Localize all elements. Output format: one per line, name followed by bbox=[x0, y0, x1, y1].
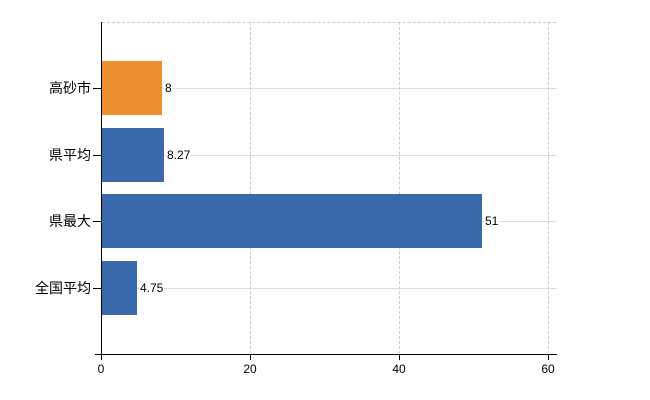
bar-value-label: 51 bbox=[484, 213, 500, 229]
gridline-vertical bbox=[548, 22, 549, 354]
bar bbox=[102, 61, 162, 115]
x-axis-tick bbox=[101, 355, 102, 360]
x-axis-tick bbox=[548, 355, 549, 360]
bar bbox=[102, 194, 482, 248]
category-label: 県最大 bbox=[49, 213, 91, 229]
x-tick-label: 20 bbox=[243, 362, 257, 376]
bar-value-label: 8.27 bbox=[166, 147, 192, 163]
y-axis-tick bbox=[93, 88, 101, 89]
y-axis-tick bbox=[93, 155, 101, 156]
y-axis-tick bbox=[93, 288, 101, 289]
category-label: 高砂市 bbox=[49, 80, 91, 96]
y-axis-tick bbox=[93, 221, 101, 222]
gridline-horizontal bbox=[102, 155, 556, 156]
bar bbox=[102, 261, 137, 315]
x-axis bbox=[95, 354, 557, 355]
y-axis bbox=[101, 22, 102, 360]
plot-top-border bbox=[102, 22, 556, 23]
x-tick-label: 60 bbox=[541, 362, 555, 376]
bar-value-label: 8 bbox=[164, 80, 173, 96]
gridline-horizontal bbox=[102, 288, 556, 289]
gridline-horizontal bbox=[102, 88, 556, 89]
x-tick-label: 40 bbox=[392, 362, 406, 376]
x-axis-tick bbox=[250, 355, 251, 360]
gridline-vertical bbox=[399, 22, 400, 354]
category-label: 全国平均 bbox=[35, 280, 91, 296]
category-label: 県平均 bbox=[49, 147, 91, 163]
bar-value-label: 4.75 bbox=[139, 280, 165, 296]
gridline-vertical bbox=[250, 22, 251, 354]
x-axis-tick bbox=[399, 355, 400, 360]
x-tick-label: 0 bbox=[97, 362, 105, 376]
bar bbox=[102, 128, 164, 182]
